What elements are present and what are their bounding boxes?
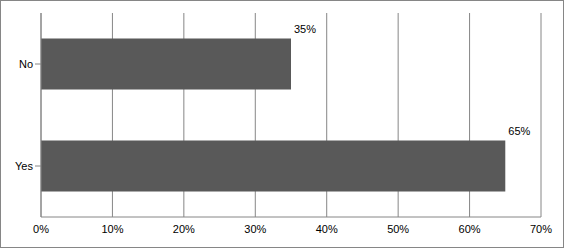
svg-text:70%: 70% [530, 223, 552, 235]
svg-text:50%: 50% [387, 223, 409, 235]
svg-text:No: No [19, 58, 33, 70]
svg-text:35%: 35% [294, 23, 316, 35]
svg-text:0%: 0% [33, 223, 49, 235]
svg-text:60%: 60% [459, 223, 481, 235]
svg-text:Yes: Yes [15, 160, 33, 172]
svg-text:65%: 65% [508, 125, 530, 137]
svg-text:30%: 30% [244, 223, 266, 235]
svg-text:40%: 40% [316, 223, 338, 235]
svg-text:10%: 10% [101, 223, 123, 235]
svg-text:20%: 20% [173, 223, 195, 235]
